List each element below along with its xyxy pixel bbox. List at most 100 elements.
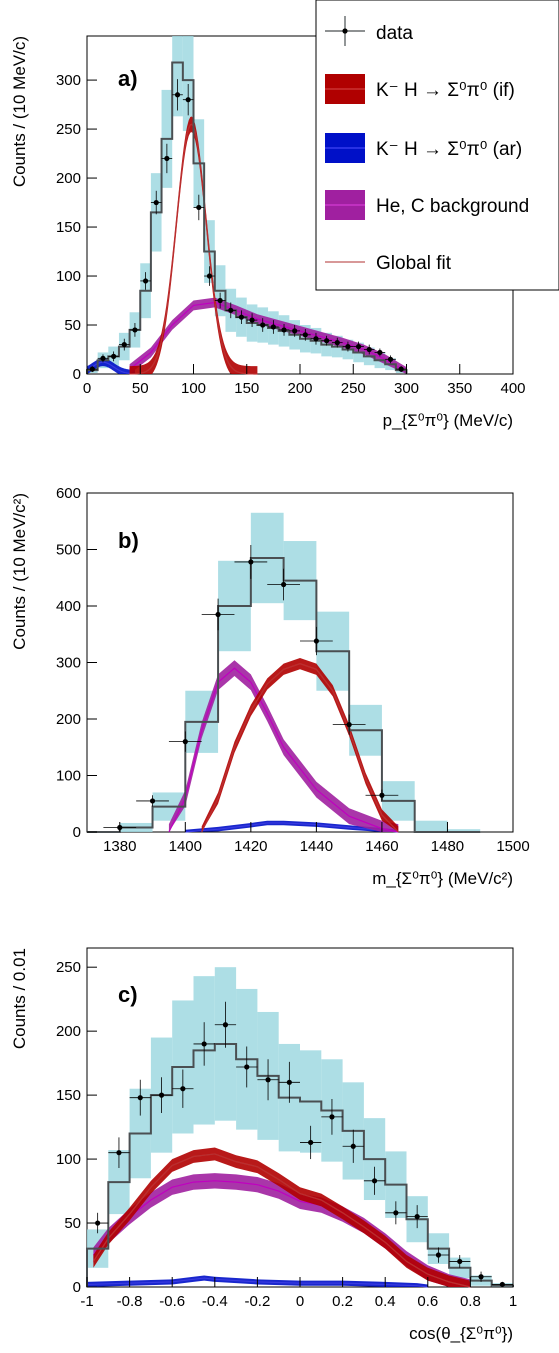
- x-tick-label: 1440: [300, 838, 333, 855]
- x-tick-label: 0.6: [417, 1293, 438, 1310]
- syst-band-bin: [447, 829, 481, 832]
- data-point: [350, 1143, 356, 1149]
- data-point: [435, 1252, 442, 1258]
- y-tick-label: 100: [56, 268, 81, 285]
- panel-label: b): [118, 528, 139, 553]
- panel-b: 1380 1400 1420 1440 1460 1480 1500 0 100 200 300 40…: [10, 485, 530, 888]
- data-point: [238, 314, 245, 320]
- data-point: [302, 332, 308, 338]
- data-point: [308, 1139, 314, 1146]
- x-tick-label: -0.2: [244, 1293, 270, 1310]
- y-tick-label: 200: [56, 711, 81, 728]
- ar-curve-band: [87, 358, 135, 374]
- data-point: [196, 204, 202, 211]
- x-tick-label: 1400: [169, 838, 202, 855]
- data-point: [206, 273, 213, 279]
- data-point: [371, 1178, 378, 1184]
- y-tick-label: 100: [56, 1151, 81, 1168]
- y-tick-label: 150: [56, 219, 81, 236]
- data-point: [366, 346, 372, 353]
- syst-band-bin: [414, 820, 448, 832]
- data-point: [281, 581, 287, 588]
- data-point: [334, 340, 340, 346]
- data-point: [260, 322, 266, 328]
- data-point: [270, 324, 276, 330]
- data-point: [313, 638, 319, 644]
- x-axis-title: p_{Σ⁰π⁰} (MeV/c): [383, 411, 513, 430]
- legend-entry-data: data: [325, 16, 413, 46]
- y-tick-label: 50: [64, 1215, 81, 1232]
- x-tick-label: 300: [394, 380, 419, 397]
- y-tick-label: 300: [56, 72, 81, 89]
- data-point: [158, 1092, 165, 1098]
- data-point: [228, 307, 234, 313]
- x-tick-label: 0.8: [460, 1293, 481, 1310]
- data-point: [132, 327, 138, 333]
- data-point: [215, 611, 221, 618]
- data-point: [393, 1210, 399, 1216]
- y-tick-label: 250: [56, 121, 81, 138]
- global-fit-line: [93, 1153, 471, 1288]
- panel-a: 0 50 100 150 200 250 300 350 400 0 50 100 150 200 250 3…: [10, 35, 526, 430]
- legend-entry-ar: K⁻ H → Σ⁰π⁰ (ar): [325, 133, 522, 163]
- x-tick-label: -0.8: [117, 1293, 143, 1310]
- data-point: [377, 349, 383, 356]
- data-point: [121, 342, 127, 348]
- legend-entry-bkg: He, C background: [325, 190, 529, 220]
- syst-band-bin: [182, 36, 194, 132]
- data-point: [265, 1077, 271, 1083]
- y-tick-label: 300: [56, 655, 81, 672]
- y-tick-label: 150: [56, 1087, 81, 1104]
- data-point: [398, 366, 404, 372]
- x-tick-label: 0.2: [332, 1293, 353, 1310]
- x-tick-label: 200: [287, 380, 312, 397]
- mc-sum-histogram: [87, 556, 481, 833]
- y-tick-label: 250: [56, 959, 81, 976]
- legend: data K⁻ H → Σ⁰π⁰ (if) K⁻ H → Σ⁰π⁰ (ar) H…: [315, 0, 559, 291]
- data-point: [379, 792, 385, 798]
- x-tick-label: 1500: [496, 838, 529, 855]
- legend-label-ar: K⁻ H → Σ⁰π⁰ (ar): [376, 139, 522, 160]
- panel-label: c): [118, 982, 138, 1007]
- data-point: [137, 1095, 143, 1101]
- data-point: [116, 1150, 122, 1156]
- x-tick-label: -0.4: [202, 1293, 228, 1310]
- legend-label-bkg: He, C background: [376, 196, 529, 217]
- legend-label-data: data: [376, 23, 413, 44]
- y-tick-label: 200: [56, 1023, 81, 1040]
- x-tick-label: 0: [83, 380, 91, 397]
- y-axis-title: Counts / (10 MeV/c): [10, 36, 29, 187]
- y-tick-label: 0: [73, 366, 81, 383]
- data-point: [149, 798, 156, 804]
- data-point: [329, 1114, 335, 1120]
- data-point: [324, 338, 330, 344]
- data-point: [499, 1281, 505, 1288]
- data-point: [100, 355, 106, 361]
- data-point: [249, 317, 255, 323]
- mc-sum-histogram: [86, 1042, 514, 1287]
- data-point: [292, 328, 298, 334]
- y-axis-title: Counts / (10 MeV/c²): [10, 493, 29, 650]
- y-tick-label: 500: [56, 542, 81, 559]
- data-point: [111, 353, 117, 359]
- data-point: [182, 739, 188, 745]
- panel-c: -1 -0.8 -0.6 -0.4 -0.2 0 0.2 0.4 0.6 0.8 1 0 50 100 15…: [10, 947, 517, 1343]
- y-tick-label: 200: [56, 170, 81, 187]
- x-tick-label: -0.6: [159, 1293, 185, 1310]
- data-point: [286, 1079, 292, 1085]
- y-tick-label: 100: [56, 768, 81, 785]
- y-axis-title: Counts / 0.01: [10, 948, 29, 1049]
- x-tick-label: 1480: [431, 838, 464, 855]
- data-point: [180, 1086, 186, 1092]
- x-tick-label: 1380: [103, 838, 136, 855]
- y-tick-label: 0: [73, 824, 81, 841]
- x-tick-label: 250: [341, 380, 366, 397]
- x-tick-label: 1420: [234, 838, 267, 855]
- x-tick-label: 0.4: [375, 1293, 396, 1310]
- data-point: [457, 1258, 463, 1265]
- y-tick-label: 0: [73, 1279, 81, 1296]
- y-tick-label: 50: [64, 317, 81, 334]
- ar-curve-band: [185, 820, 399, 832]
- data-point: [281, 327, 287, 333]
- data-point: [222, 1022, 229, 1028]
